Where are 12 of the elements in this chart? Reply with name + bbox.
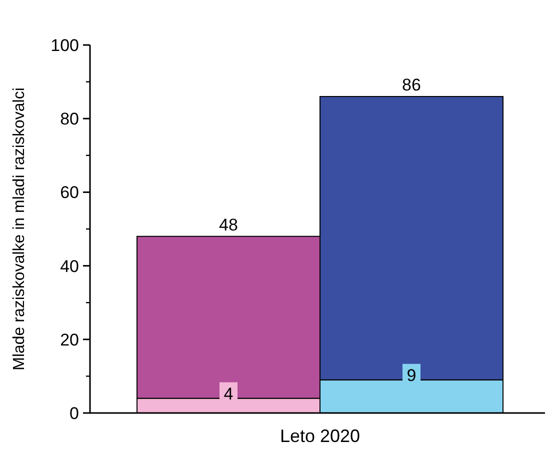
y-tick-label: 80 [60, 110, 79, 129]
y-axis-title: Mlade raziskovalke in mladi raziskovalci [11, 88, 28, 370]
x-axis-title: Leto 2020 [280, 426, 360, 446]
data-label: 9 [406, 366, 416, 385]
y-tick-label: 100 [50, 36, 79, 55]
y-tick-label: 40 [60, 256, 79, 276]
total-label: 48 [219, 215, 238, 234]
total-label: 86 [402, 76, 421, 95]
data-label: 4 [224, 384, 234, 404]
y-tick-label: 60 [60, 183, 79, 202]
y-tick-label: 0 [70, 404, 79, 423]
y-tick-label: 20 [60, 330, 79, 350]
